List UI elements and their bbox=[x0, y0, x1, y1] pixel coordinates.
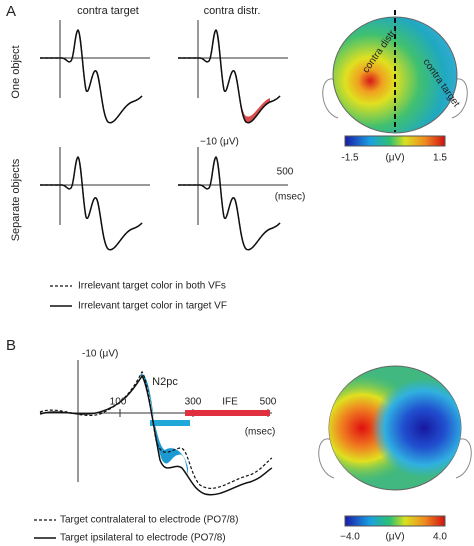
erp-plot bbox=[177, 147, 288, 251]
time-tick: 300 bbox=[185, 397, 202, 408]
colorbar-max: 4.0 bbox=[433, 532, 447, 543]
colorbar-unit: (μV) bbox=[385, 532, 404, 543]
erp-plot bbox=[39, 147, 150, 251]
scale-label: −10 (μV) bbox=[200, 137, 239, 148]
legend-entry: Target ipsilateral to electrode (PO7/8) bbox=[60, 533, 226, 544]
time-tick: 500 bbox=[277, 167, 294, 178]
component-label: N2pc bbox=[152, 376, 178, 388]
colorbar-min: −4.0 bbox=[340, 532, 360, 543]
topomap: contra distr. contra target bbox=[322, 10, 468, 134]
erp-plot bbox=[39, 360, 273, 496]
window-bar bbox=[185, 410, 270, 416]
row-title: Separate objects bbox=[10, 158, 22, 241]
panel-label: B bbox=[6, 337, 16, 354]
time-tick: 500 bbox=[260, 397, 277, 408]
colorbar bbox=[344, 135, 446, 147]
row-title: One object bbox=[10, 45, 22, 98]
colorbar bbox=[344, 515, 446, 527]
panel-label: A bbox=[6, 3, 16, 20]
erp-plot bbox=[39, 20, 150, 124]
erp-plot bbox=[177, 20, 288, 124]
time-unit: (msec) bbox=[245, 427, 276, 438]
column-title: contra distr. bbox=[204, 5, 261, 17]
window-bar bbox=[150, 420, 190, 426]
time-tick: 100 bbox=[110, 397, 127, 408]
time-unit: (msec) bbox=[275, 192, 306, 203]
legend-entry: Irrelevant target color in both VFs bbox=[78, 281, 226, 292]
scale-label: -10 (μV) bbox=[82, 349, 118, 360]
colorbar-min: -1.5 bbox=[341, 153, 359, 164]
colorbar-max: 1.5 bbox=[433, 153, 447, 164]
topomap bbox=[318, 365, 472, 491]
legend-entry: Irrelevant target color in target VF bbox=[78, 301, 227, 312]
window-label: IFE bbox=[222, 397, 238, 408]
legend-entry: Target contralateral to electrode (PO7/8… bbox=[60, 515, 238, 526]
column-title: contra target bbox=[77, 5, 139, 17]
colorbar-unit: (μV) bbox=[385, 153, 404, 164]
